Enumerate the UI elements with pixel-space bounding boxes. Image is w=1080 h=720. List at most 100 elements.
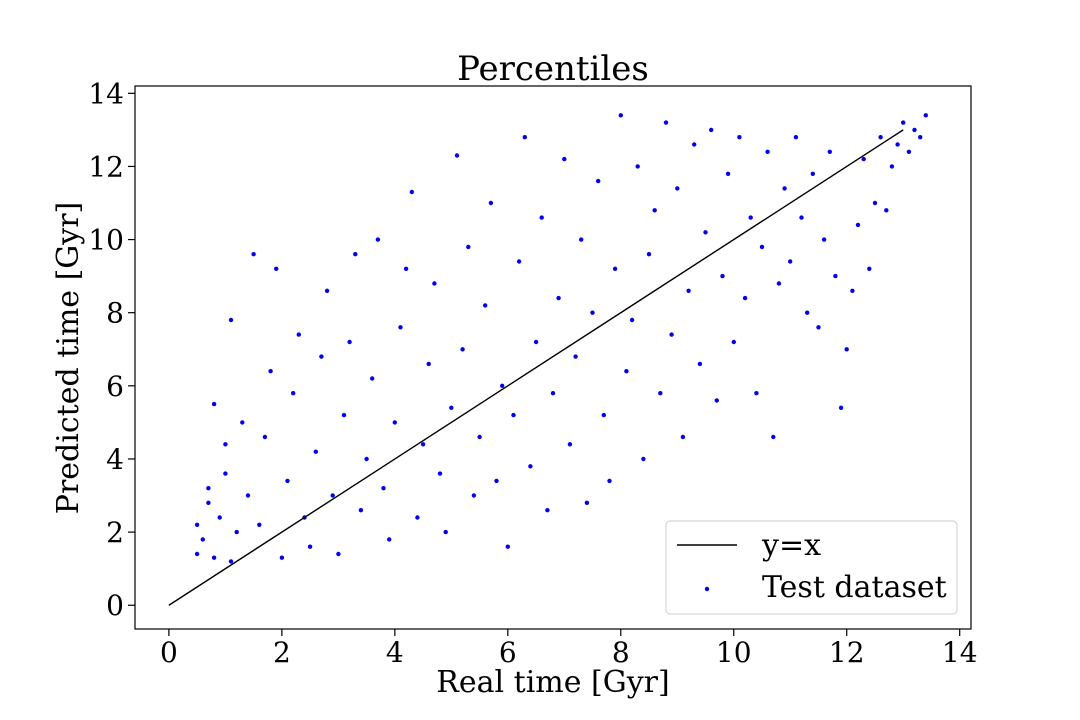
scatter-point bbox=[601, 412, 606, 418]
scatter-point bbox=[584, 500, 590, 505]
scatter-point bbox=[528, 464, 533, 469]
scatter-point bbox=[844, 347, 849, 352]
scatter-point bbox=[596, 178, 601, 184]
scatter-point bbox=[889, 164, 895, 169]
scatter-point bbox=[669, 332, 674, 337]
scatter-point bbox=[771, 434, 776, 440]
scatter-point bbox=[206, 486, 211, 491]
scatter-point bbox=[432, 281, 437, 286]
scatter-point bbox=[466, 244, 471, 250]
scatter-point bbox=[319, 354, 324, 359]
scatter-point bbox=[748, 215, 753, 220]
y-tick-label: 8 bbox=[106, 297, 124, 330]
scatter-point bbox=[341, 412, 347, 418]
scatter-point bbox=[635, 164, 640, 169]
scatter-point bbox=[454, 153, 460, 158]
scatter-point bbox=[658, 391, 663, 396]
x-tick-label: 2 bbox=[273, 636, 291, 669]
chart-title: Percentiles bbox=[457, 49, 649, 89]
legend: y=x Test dataset bbox=[665, 520, 958, 615]
scatter-point bbox=[211, 555, 217, 560]
scatter-point bbox=[641, 456, 646, 462]
scatter-point bbox=[816, 325, 821, 330]
scatter-point bbox=[765, 149, 770, 154]
scatter-point bbox=[878, 135, 883, 140]
scatter-point bbox=[409, 189, 414, 195]
scatter-point bbox=[516, 259, 522, 264]
scatter-point bbox=[251, 252, 256, 257]
legend-box bbox=[665, 520, 958, 615]
scatter-point bbox=[731, 339, 736, 345]
scatter-point bbox=[607, 478, 612, 484]
x-tick-label: 4 bbox=[386, 636, 404, 669]
y-axis-ticks: 0 2 4 6 8 10 12 14 bbox=[88, 77, 135, 622]
scatter-point bbox=[505, 544, 510, 549]
plot-frame bbox=[134, 85, 972, 630]
scatter-point bbox=[545, 508, 550, 513]
scatter-point bbox=[703, 230, 708, 235]
scatter-point bbox=[392, 420, 397, 425]
scatter-point bbox=[285, 478, 290, 484]
y-tick-label: 14 bbox=[88, 77, 124, 110]
x-axis-ticks: 0 2 4 6 8 10 12 14 bbox=[160, 629, 978, 669]
scatter-point bbox=[330, 493, 335, 498]
scatter-point bbox=[663, 120, 669, 125]
scatter-point bbox=[291, 391, 296, 396]
scatter-point bbox=[375, 237, 381, 242]
scatter-point bbox=[782, 186, 787, 191]
scatter-point bbox=[618, 113, 623, 118]
scatter-point bbox=[697, 361, 703, 367]
scatter-point bbox=[296, 332, 301, 337]
scatter-point bbox=[573, 354, 578, 359]
scatter-point bbox=[381, 486, 386, 491]
scatter-point bbox=[211, 401, 217, 407]
scatter-point bbox=[742, 295, 748, 301]
scatter-point bbox=[793, 135, 799, 140]
legend-label-line: y=x bbox=[761, 528, 821, 563]
x-tick-label: 0 bbox=[160, 636, 178, 669]
x-tick-label: 14 bbox=[942, 636, 978, 669]
scatter-point bbox=[895, 142, 900, 147]
scatter-point bbox=[675, 186, 680, 191]
scatter-point bbox=[358, 508, 364, 513]
scatter-point bbox=[680, 434, 686, 440]
scatter-point bbox=[906, 149, 912, 154]
scatter-point bbox=[443, 529, 448, 535]
scatter-point bbox=[579, 237, 584, 242]
scatter-point bbox=[612, 266, 618, 271]
y-tick-label: 2 bbox=[106, 516, 124, 549]
scatter-point bbox=[918, 135, 923, 140]
scatter-point bbox=[228, 559, 234, 564]
x-tick-label: 12 bbox=[829, 636, 865, 669]
scatter-point bbox=[240, 420, 245, 425]
scatter-point bbox=[437, 471, 443, 476]
scatter-point bbox=[426, 361, 431, 367]
scatter-point bbox=[590, 310, 595, 315]
y-axis-label: Predicted time [Gyr] bbox=[51, 202, 86, 514]
scatter-point bbox=[364, 456, 369, 462]
scatter-point bbox=[223, 471, 228, 476]
scatter-point bbox=[799, 215, 804, 220]
scatter-point bbox=[420, 442, 426, 447]
scatter-point bbox=[279, 555, 285, 560]
scatter-point bbox=[646, 252, 652, 257]
scatter-point bbox=[274, 266, 279, 271]
legend-point-swatch bbox=[704, 586, 710, 592]
scatter-point bbox=[567, 442, 573, 447]
scatter-point bbox=[387, 537, 392, 542]
scatter-point bbox=[754, 391, 759, 396]
scatter-point bbox=[206, 500, 211, 505]
scatter-point bbox=[821, 237, 827, 242]
scatter-point bbox=[872, 200, 878, 206]
x-tick-label: 8 bbox=[612, 636, 630, 669]
scatter-point bbox=[500, 383, 505, 388]
scatter-point bbox=[686, 288, 691, 293]
scatter-point bbox=[737, 135, 742, 140]
scatter-point bbox=[833, 273, 838, 279]
scatter-point bbox=[353, 252, 358, 257]
scatter-point bbox=[912, 127, 917, 133]
scatter-point bbox=[471, 493, 477, 498]
scatter-point bbox=[336, 551, 341, 557]
scatter-point bbox=[488, 200, 494, 206]
scatter-point bbox=[652, 208, 657, 213]
